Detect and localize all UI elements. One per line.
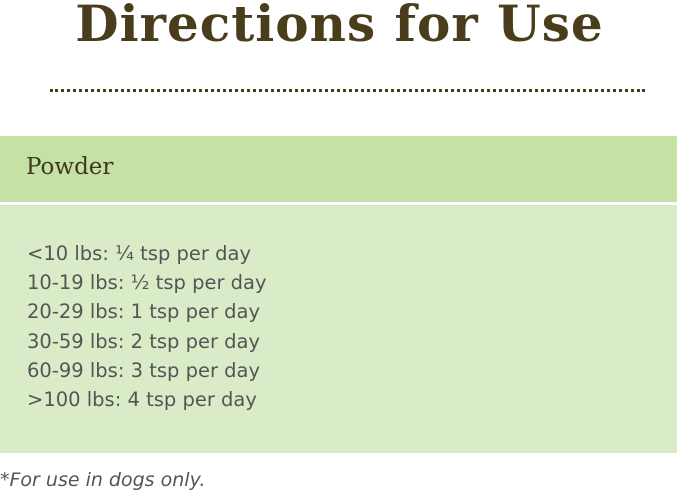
page-title: Directions for Use [75, 0, 604, 53]
section-heading: Powder [26, 154, 114, 180]
dotted-divider [50, 89, 645, 92]
dosage-line: 20-29 lbs: 1 tsp per day [27, 300, 261, 324]
footnote: *For use in dogs only. [0, 469, 206, 491]
dosage-line: >100 lbs: 4 tsp per day [27, 388, 257, 412]
section-header: Powder [0, 136, 677, 202]
dosage-line: 10-19 lbs: ½ tsp per day [27, 271, 267, 295]
dosage-panel: <10 lbs: ¼ tsp per day 10-19 lbs: ½ tsp … [0, 205, 677, 453]
dosage-line: <10 lbs: ¼ tsp per day [27, 242, 252, 265]
dosage-line: 60-99 lbs: 3 tsp per day [27, 358, 261, 382]
dosage-line: 30-59 lbs: 2 tsp per day [27, 329, 261, 353]
